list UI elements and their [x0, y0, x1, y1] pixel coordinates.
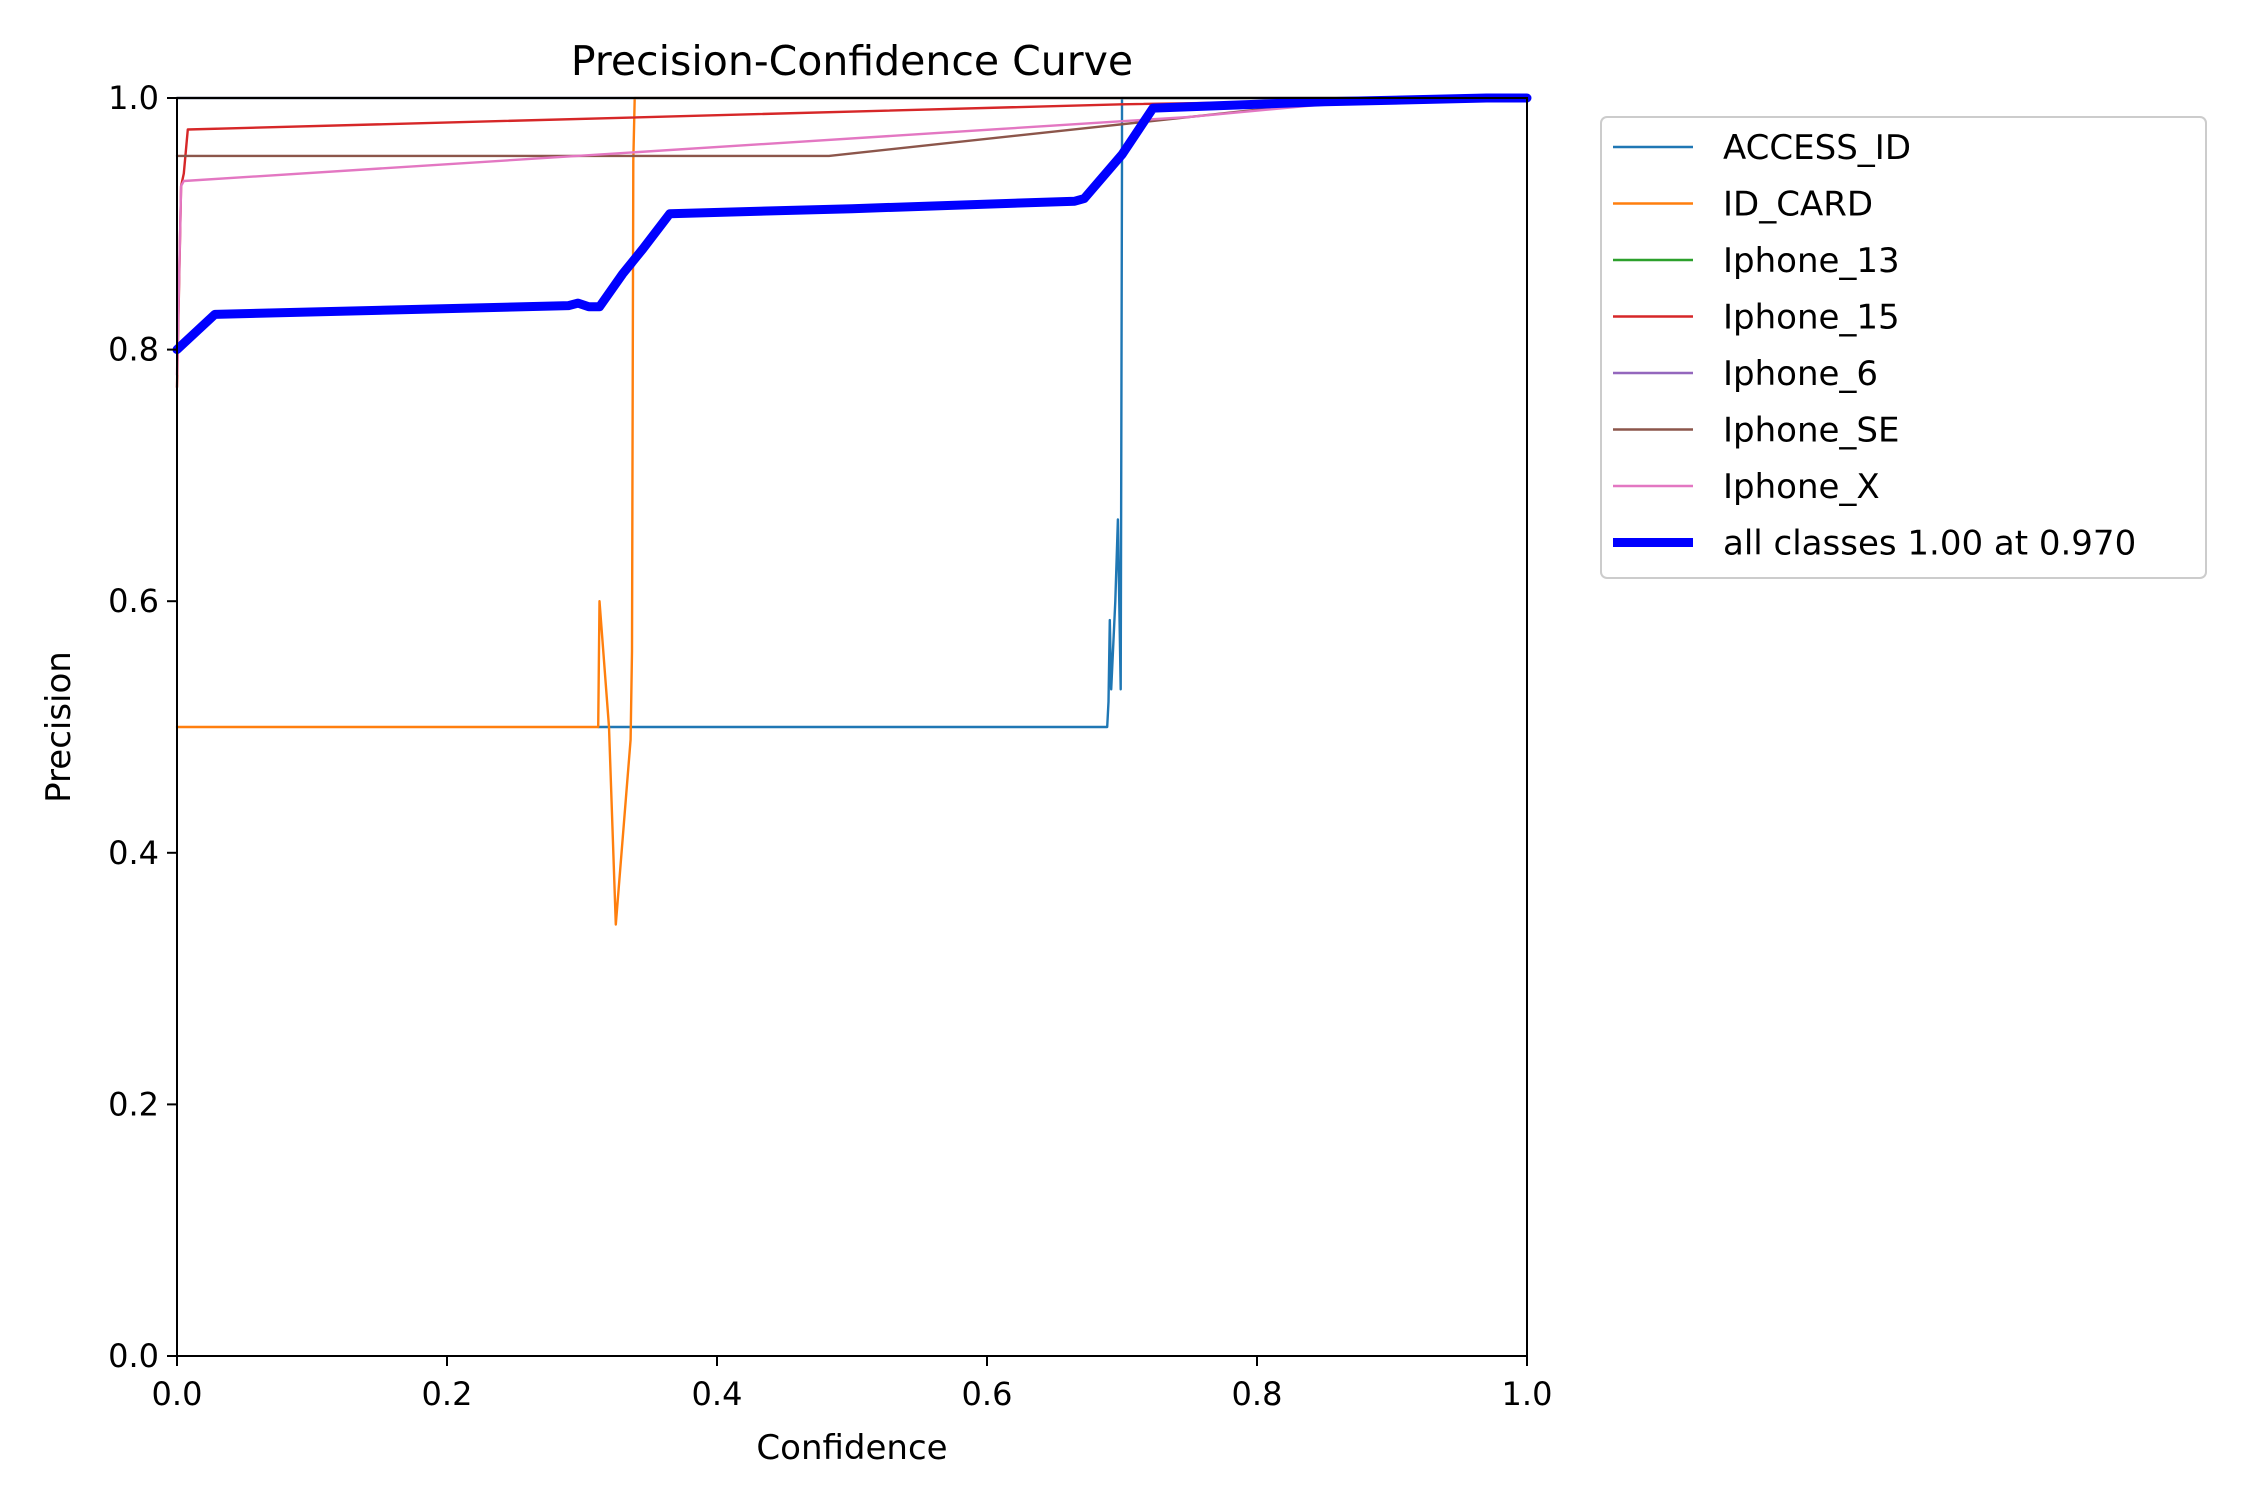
legend-frame: [1600, 116, 2207, 579]
x-tick-label: 0.6: [962, 1375, 1013, 1413]
legend-entry-label: all classes 1.00 at 0.970: [1723, 524, 2136, 564]
series-line-iphone-x: [175, 96, 1529, 376]
x-tick-label: 0.8: [1232, 1375, 1283, 1413]
x-tick-label: 0.2: [422, 1375, 473, 1413]
series-layer: [172, 93, 1532, 926]
plot-frame: [176, 97, 1528, 1357]
series-line-access-id: [597, 96, 1529, 729]
series-line-all-classes-1-00-at-0-970: [172, 93, 1532, 355]
y-axis-label: Precision: [39, 651, 79, 803]
y-axis: 0.0 0.2 0.4 0.6 0.8 1.0: [108, 79, 177, 1375]
chart-title: Precision-Confidence Curve: [571, 37, 1133, 85]
legend-entry-label: ID_CARD: [1723, 185, 1873, 225]
x-tick-label: 0.0: [152, 1375, 203, 1413]
legend-entry-label: ACCESS_ID: [1723, 128, 1911, 168]
legend-entry-label: Iphone_SE: [1723, 411, 1900, 451]
legend-entry-label: Iphone_6: [1723, 354, 1878, 394]
series-line-id-card: [175, 96, 1529, 926]
y-tick-label: 0.8: [108, 331, 159, 369]
x-axis-label: Confidence: [756, 1428, 947, 1468]
x-axis: 0.0 0.2 0.4 0.6 0.8 1.0: [152, 1356, 1553, 1413]
y-tick-label: 0.2: [108, 1085, 159, 1123]
y-tick-label: 0.4: [108, 834, 159, 872]
legend-entry-label: Iphone_15: [1723, 298, 1900, 338]
y-tick-label: 0.6: [108, 582, 159, 620]
legend-entry-label: Iphone_X: [1723, 467, 1880, 507]
legend-entry-label: Iphone_13: [1723, 241, 1900, 281]
x-tick-label: 0.4: [692, 1375, 743, 1413]
y-tick-label: 0.0: [108, 1337, 159, 1375]
series-line-iphone-15: [175, 96, 1529, 389]
legend: ACCESS_ID ID_CARD Iphone_13 Iphone_15 Iphone…: [1600, 116, 2207, 579]
series-line-iphone-se: [175, 96, 1529, 158]
x-tick-label: 1.0: [1502, 1375, 1553, 1413]
y-tick-label: 1.0: [108, 79, 159, 117]
legend-items: ACCESS_ID ID_CARD Iphone_13 Iphone_15 Iphone…: [1613, 128, 2136, 564]
